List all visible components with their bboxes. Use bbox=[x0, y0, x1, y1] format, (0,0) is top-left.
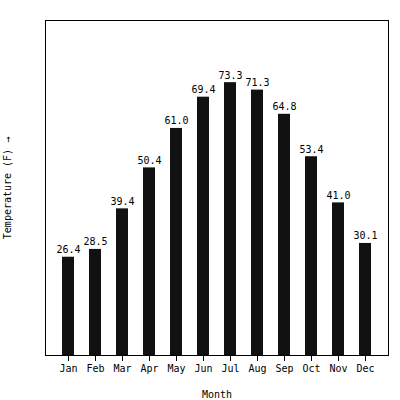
svg-text:Nov: Nov bbox=[329, 363, 347, 374]
svg-text:41.0: 41.0 bbox=[326, 190, 350, 201]
svg-text:Apr: Apr bbox=[140, 363, 158, 374]
svg-text:Aug: Aug bbox=[248, 363, 266, 374]
svg-text:May: May bbox=[167, 363, 185, 374]
svg-text:Mar: Mar bbox=[113, 363, 131, 374]
svg-text:39.4: 39.4 bbox=[110, 196, 134, 207]
svg-text:Feb: Feb bbox=[86, 363, 104, 374]
svg-text:61.0: 61.0 bbox=[164, 115, 188, 126]
svg-text:28.5: 28.5 bbox=[83, 236, 107, 247]
svg-text:Oct: Oct bbox=[302, 363, 320, 374]
svg-text:30.1: 30.1 bbox=[353, 230, 377, 241]
svg-text:71.3: 71.3 bbox=[245, 77, 269, 88]
svg-text:Jul: Jul bbox=[221, 363, 239, 374]
svg-text:Dec: Dec bbox=[356, 363, 374, 374]
svg-text:Sep: Sep bbox=[275, 363, 293, 374]
svg-text:53.4: 53.4 bbox=[299, 144, 323, 155]
svg-text:Temperature (F) →: Temperature (F) → bbox=[2, 137, 13, 239]
svg-text:26.4: 26.4 bbox=[56, 244, 80, 255]
svg-text:50.4: 50.4 bbox=[137, 155, 161, 166]
svg-text:Jun: Jun bbox=[194, 363, 212, 374]
svg-text:Month: Month bbox=[202, 389, 232, 400]
svg-text:69.4: 69.4 bbox=[191, 84, 215, 95]
svg-text:73.3: 73.3 bbox=[218, 70, 242, 81]
svg-text:Jan: Jan bbox=[59, 363, 77, 374]
svg-text:64.8: 64.8 bbox=[272, 101, 296, 112]
